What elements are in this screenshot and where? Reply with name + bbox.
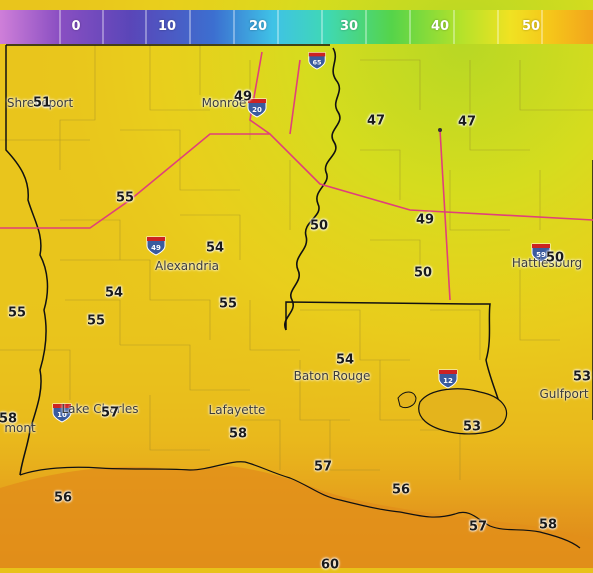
colorbar-tick-20: 20 <box>248 19 268 34</box>
interstate-12-shield: 12 <box>438 369 458 389</box>
colorbar-tick-50: 50 <box>521 19 541 34</box>
temp-north-shore: 53 <box>462 419 482 435</box>
temp-gulf-south: 60 <box>320 557 340 573</box>
temp-west-la-a: 54 <box>104 285 124 301</box>
colorbar-tick-marks <box>59 10 543 44</box>
city-shreveport: Shreveport <box>6 96 74 110</box>
city-lafayette: Lafayette <box>208 403 266 417</box>
city-hattiesburg: Hattiesburg <box>511 256 583 270</box>
temp-coast-central: 56 <box>391 482 411 498</box>
temp-sabine: 55 <box>7 305 27 321</box>
temp-lake-charles: 58 <box>0 411 18 427</box>
colorbar-tick-0: 0 <box>71 19 81 34</box>
i20-label: 20 <box>252 106 262 114</box>
interstate-49-shield: 49 <box>146 236 166 256</box>
temp-gulf-west: 56 <box>53 490 73 506</box>
city-beaumont: mont <box>4 421 36 435</box>
temp-ms-southwest: 50 <box>413 265 433 281</box>
louisiana-coastline <box>19 461 581 549</box>
interstate-highways <box>0 51 593 301</box>
colorbar-tick-30: 30 <box>339 19 359 34</box>
temp-ms-north-west: 47 <box>366 113 386 129</box>
temp-baton-rouge: 54 <box>335 352 355 368</box>
temperature-colorbar <box>0 10 593 44</box>
i12-label: 12 <box>443 377 453 385</box>
city-alexandria: Alexandria <box>154 259 220 273</box>
city-monroe: Monroe <box>201 96 247 110</box>
i65-label: 65 <box>313 60 322 67</box>
gulf-of-mexico <box>0 466 593 568</box>
i49-label: 49 <box>151 244 161 252</box>
temp-hattiesburg: 50 <box>545 250 565 266</box>
lake-pontchartrain <box>418 388 508 435</box>
temp-lake-charles-east: 57 <box>100 405 120 421</box>
temp-west-la-b: 55 <box>86 313 106 329</box>
lake-maurepas <box>397 391 417 409</box>
temp-ms-central: 49 <box>415 212 435 228</box>
temp-gulfport: 53 <box>572 369 592 385</box>
interstate-65-shield: 65 <box>308 52 326 70</box>
i10-label: 10 <box>57 411 67 419</box>
city-baton-rouge: Baton Rouge <box>293 369 371 383</box>
temp-alexandria: 54 <box>205 240 225 256</box>
temp-lafayette: 58 <box>228 426 248 442</box>
temp-ms-north-east: 47 <box>457 114 477 130</box>
interstate-10-shield: 10 <box>52 403 72 423</box>
temp-monroe: 49 <box>233 89 253 105</box>
colorbar-tick-40: 40 <box>430 19 450 34</box>
temp-delta-east: 57 <box>468 519 488 535</box>
interstate-59-shield: 59 <box>531 243 551 263</box>
i59-label: 59 <box>536 251 546 259</box>
temp-shreveport: 51 <box>32 95 52 111</box>
temp-central-la: 55 <box>218 296 238 312</box>
temp-north-central-la: 55 <box>115 190 135 206</box>
city-lake-charles: Lake Charles <box>61 402 139 416</box>
mississippi-river <box>283 47 341 331</box>
city-dot <box>438 128 442 132</box>
interstate-20-shield: 20 <box>247 98 267 118</box>
city-gulfport: Gulfport <box>539 387 589 401</box>
temp-ms-delta: 50 <box>309 218 329 234</box>
temp-coast-west: 57 <box>313 459 333 475</box>
colorbar-tick-10: 10 <box>157 19 177 34</box>
temp-delta-southeast: 58 <box>538 517 558 533</box>
colorbar-gradient <box>0 10 593 44</box>
